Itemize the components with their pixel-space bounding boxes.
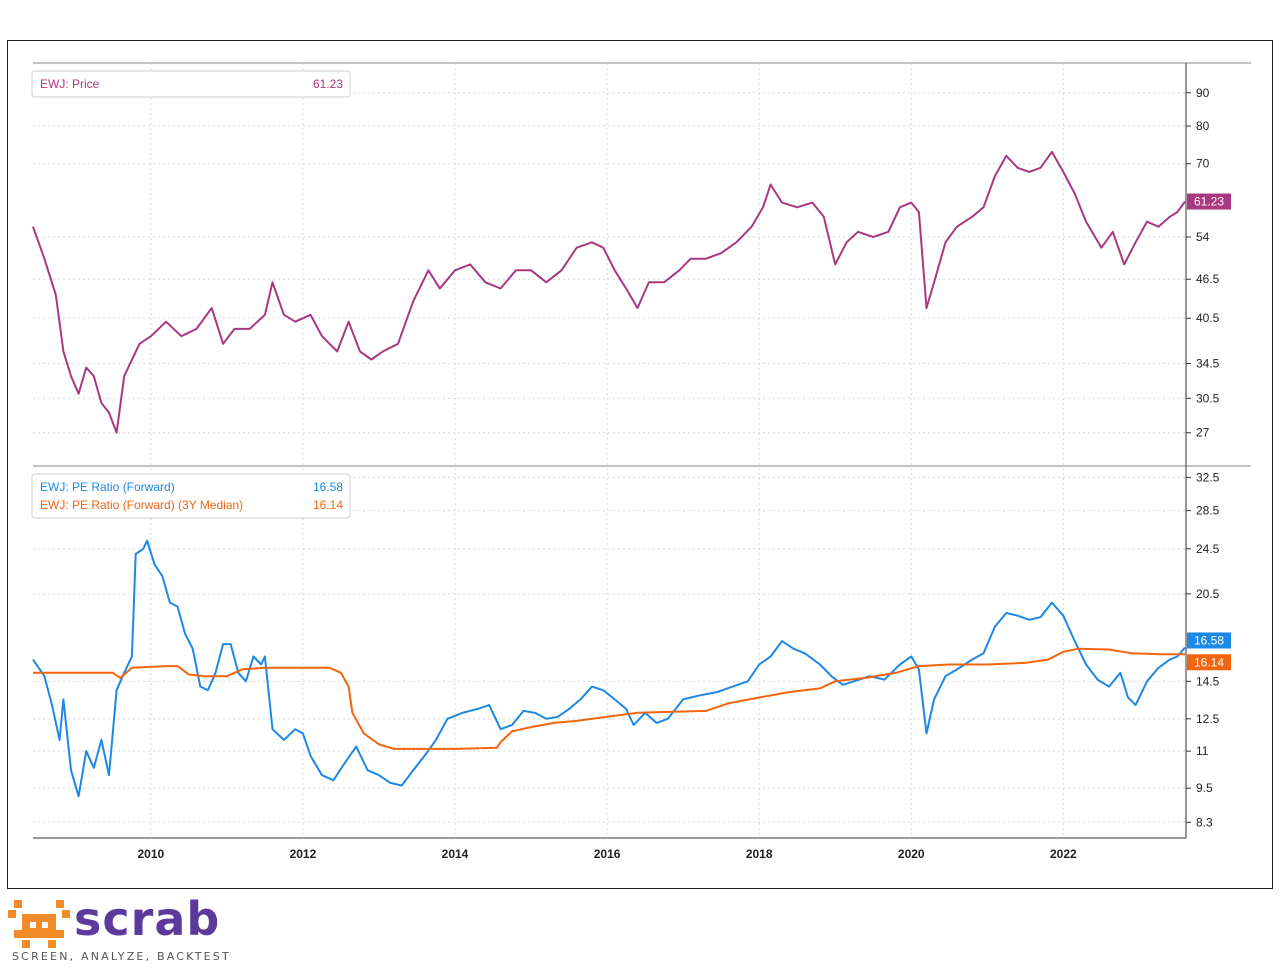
legend-box [31,70,351,98]
legend-label: EWJ: PE Ratio (Forward) [40,480,175,494]
last-value-badge [1187,654,1231,671]
last-value-badge [1187,193,1231,210]
series-line-pe-3y-median [33,647,1185,750]
y-tick-label: 27 [1196,426,1210,440]
x-tick-label: 2018 [746,847,773,861]
legend-value: 61.23 [313,77,343,91]
y-tick-label: 24.5 [1196,542,1220,556]
series-line-price [32,150,1186,434]
legend-value: 16.58 [313,480,343,494]
x-tick-label: 2014 [442,847,469,861]
series-line-pe-ratio [32,539,1186,798]
y-tick-label: 70 [1196,157,1210,171]
y-tick-label: 90 [1196,86,1210,100]
x-tick-label: 2022 [1050,847,1077,861]
x-tick-label: 2016 [594,847,621,861]
scrab-logo: scrab SCREEN, ANALYZE, BACKTEST [8,892,268,970]
y-tick-label: 34.5 [1196,357,1220,371]
legend-label: EWJ: PE Ratio (Forward) (3Y Median) [40,498,243,512]
price-panel [32,150,1186,434]
y-tick-label: 9.5 [1196,781,1213,795]
y-tick-label: 54 [1196,230,1210,244]
y-tick-label: 30.5 [1196,391,1220,405]
y-tick-label: 8.3 [1196,815,1213,829]
legend-value: 16.14 [313,498,343,512]
y-tick-label: 11 [1196,744,1209,758]
y-tick-label: 28.5 [1196,504,1220,518]
x-tick-label: 2020 [898,847,925,861]
legend-box [31,473,351,519]
y-tick-label: 12.5 [1196,712,1220,726]
axes: 2010 2012 2014 2016 2018 2020 2022 90 80 70 54 46.5… [33,62,1251,861]
x-tick-label: 2010 [138,847,165,861]
x-tick-label: 2012 [290,847,317,861]
y-tick-label: 40.5 [1196,311,1220,325]
last-value-badge-text: 61.23 [1194,195,1224,209]
y-tick-label: 80 [1196,119,1210,133]
logo-tagline: SCREEN, ANALYZE, BACKTEST [12,950,231,963]
y-tick-label: 46.5 [1196,272,1220,286]
legend-label: EWJ: Price [40,77,100,91]
logo-wordmark: scrab [74,892,221,946]
crab-pixel-icon [8,900,70,948]
gridlines [33,63,1186,838]
last-value-badge [1187,632,1231,649]
chart-canvas: 2010 2012 2014 2016 2018 2020 2022 90 80 70 54 46.5… [31,62,1251,861]
y-tick-label: 20.5 [1196,587,1220,601]
pe-panel [32,539,1186,798]
chart-frame: 2010 2012 2014 2016 2018 2020 2022 90 80 70 54 46.5… [7,40,1273,889]
last-value-badge-text: 16.14 [1194,655,1224,669]
legends: EWJ: Price 61.23 EWJ: PE Ratio (Forward) 16… [31,70,351,519]
y-tick-label: 32.5 [1196,470,1220,484]
y-tick-label: 14.5 [1196,674,1220,688]
last-value-badge-text: 16.58 [1194,633,1224,647]
